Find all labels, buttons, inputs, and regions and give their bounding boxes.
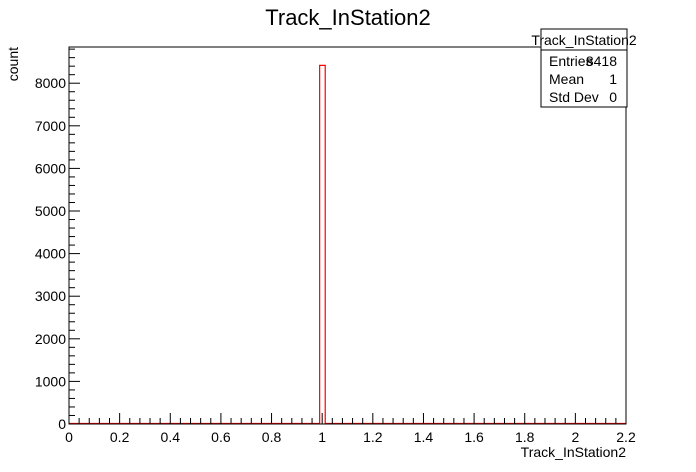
y-tick-label: 2000 xyxy=(35,331,66,347)
stats-mean-value: 1 xyxy=(609,71,617,87)
x-tick-label: 0.6 xyxy=(211,429,231,445)
stats-box-frame xyxy=(540,28,628,108)
y-tick-label: 1000 xyxy=(35,373,66,389)
x-tick-label: 0.8 xyxy=(262,429,282,445)
stats-mean-label: Mean xyxy=(549,71,584,87)
y-tick-label: 3000 xyxy=(35,288,66,304)
y-tick-label: 5000 xyxy=(35,203,66,219)
plot-area: 0 0.2 0.4 0.6 0.8 1 1.2 1.4 1.6 1.8 2 2.2 0 1000 2000 3… xyxy=(35,46,636,445)
y-tick-label: 8000 xyxy=(35,75,66,91)
x-tick-label: 1.2 xyxy=(363,429,383,445)
stats-box-title: Track_InStation2 xyxy=(531,32,637,48)
stats-box: Track_InStation2 Entries 8418 Mean 1 Std… xyxy=(531,28,637,108)
stats-stddev-label: Std Dev xyxy=(549,89,599,105)
x-tick-label: 1.4 xyxy=(414,429,434,445)
x-tick-label: 1.8 xyxy=(515,429,535,445)
chart-title: Track_InStation2 xyxy=(265,5,431,30)
stats-entries-label: Entries xyxy=(549,53,593,69)
y-tick-label: 7000 xyxy=(35,118,66,134)
x-axis-label: Track_InStation2 xyxy=(521,444,627,460)
y-axis-label: count xyxy=(5,47,21,81)
x-tick-label: 0 xyxy=(65,429,73,445)
stats-entries-value: 8418 xyxy=(586,53,617,69)
x-tick-label: 1 xyxy=(318,429,326,445)
y-tick-label: 0 xyxy=(58,416,66,432)
x-tick-label: 2.2 xyxy=(616,429,636,445)
x-tick-label: 1.6 xyxy=(464,429,484,445)
y-tick-label: 4000 xyxy=(35,246,66,262)
x-tick-label: 2 xyxy=(571,429,579,445)
x-tick-label: 0.4 xyxy=(161,429,181,445)
y-tick-label: 6000 xyxy=(35,160,66,176)
stats-stddev-value: 0 xyxy=(609,89,617,105)
plot-frame xyxy=(68,46,627,425)
x-tick-label: 0.2 xyxy=(110,429,130,445)
